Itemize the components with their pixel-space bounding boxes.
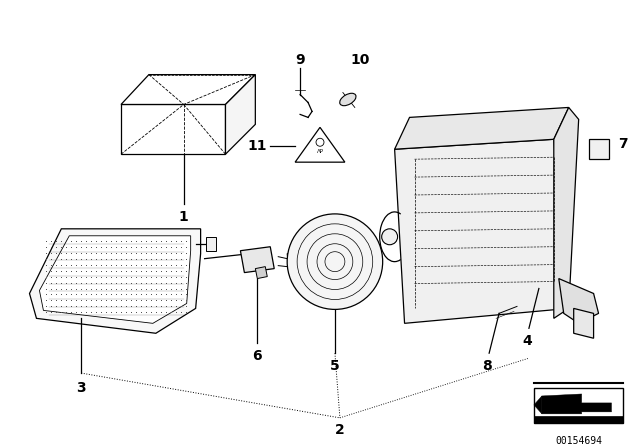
Text: 3: 3 <box>76 381 86 395</box>
Polygon shape <box>40 236 191 323</box>
Polygon shape <box>589 139 609 159</box>
Text: 00154694: 00154694 <box>555 436 602 446</box>
Text: 8: 8 <box>483 359 492 373</box>
Polygon shape <box>534 416 623 423</box>
Polygon shape <box>287 251 308 276</box>
Polygon shape <box>573 308 593 338</box>
Text: 7: 7 <box>619 137 628 151</box>
Polygon shape <box>554 108 579 319</box>
Polygon shape <box>542 394 611 414</box>
Polygon shape <box>29 229 200 333</box>
Ellipse shape <box>340 93 356 106</box>
Text: 1: 1 <box>179 210 189 224</box>
Polygon shape <box>241 247 274 272</box>
Polygon shape <box>395 108 569 149</box>
Polygon shape <box>121 104 225 154</box>
Text: ΛΡ: ΛΡ <box>317 149 323 154</box>
Text: 4: 4 <box>522 334 532 348</box>
Polygon shape <box>255 267 268 279</box>
Text: 5: 5 <box>330 359 340 373</box>
Polygon shape <box>225 75 255 154</box>
Text: 2: 2 <box>335 423 345 437</box>
Circle shape <box>287 214 383 310</box>
Polygon shape <box>205 237 216 251</box>
Polygon shape <box>295 127 345 162</box>
Circle shape <box>381 229 397 245</box>
Polygon shape <box>559 279 598 323</box>
Polygon shape <box>121 75 255 104</box>
Text: 6: 6 <box>253 349 262 363</box>
Polygon shape <box>395 139 569 323</box>
Text: 10: 10 <box>350 53 369 67</box>
Polygon shape <box>534 388 623 423</box>
Text: 9: 9 <box>295 53 305 67</box>
Polygon shape <box>534 396 542 414</box>
Text: 11: 11 <box>248 139 267 153</box>
